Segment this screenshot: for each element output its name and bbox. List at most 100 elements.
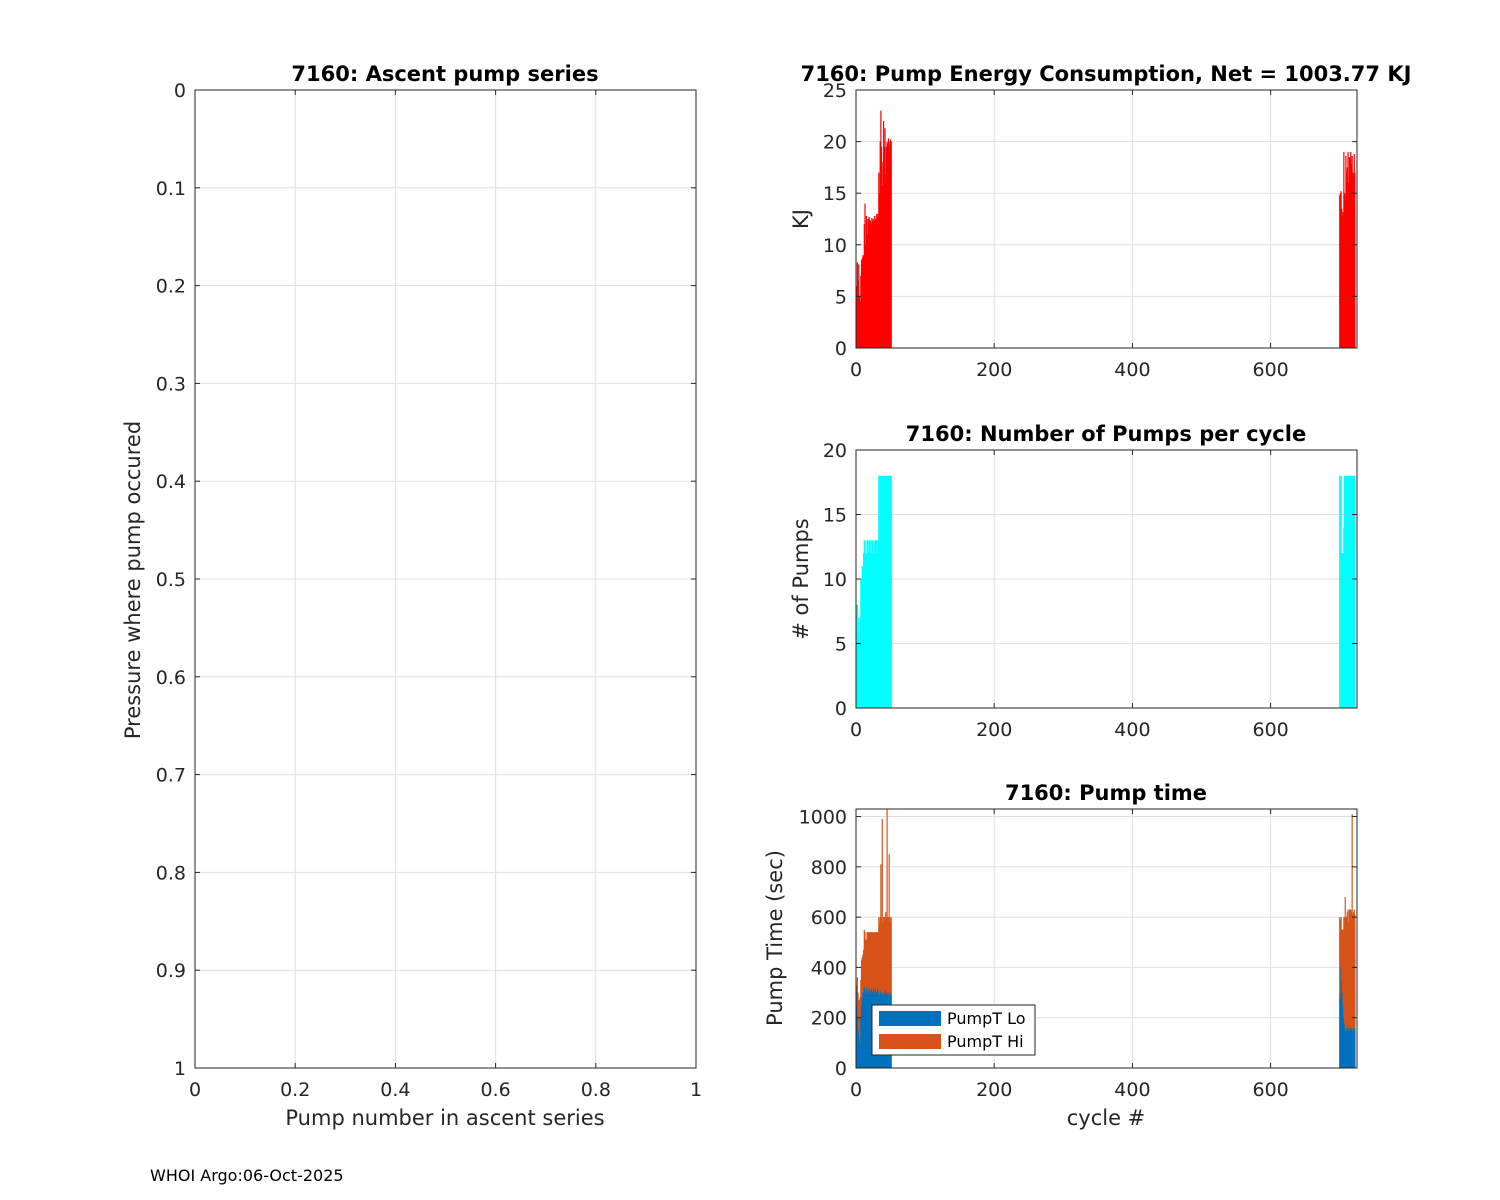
pumptime-bar-lo xyxy=(856,1005,858,1068)
pumptime-bar-hi xyxy=(1348,922,1350,1031)
ascent-y-tick-label: 0.3 xyxy=(156,373,186,395)
pumps-bar xyxy=(1352,475,1355,708)
pumps-bar xyxy=(868,540,870,708)
pumptime-bar-hi xyxy=(884,917,886,993)
pumptime-bar-lo xyxy=(1339,997,1342,1068)
pumps-bar xyxy=(865,553,867,708)
legend-label-lo: PumpT Lo xyxy=(947,1009,1026,1028)
energy-bar xyxy=(1352,172,1354,348)
pumptime-bar-hi xyxy=(887,917,890,993)
pumptime-legend: PumpT Lo PumpT Hi xyxy=(871,1004,1036,1056)
pumptime-bar-lo xyxy=(1346,1027,1348,1068)
pumptime-bar-hi xyxy=(861,957,863,998)
energy-bar xyxy=(871,221,874,348)
ascent-y-tick-label: 1 xyxy=(174,1058,186,1080)
pumptime-bar-lo xyxy=(1353,1030,1355,1068)
energy-bar xyxy=(862,255,864,348)
pumps-bar xyxy=(1348,475,1350,708)
pumptime-bar-hi xyxy=(885,912,887,991)
energy-bar xyxy=(1346,167,1348,348)
energy-bar xyxy=(863,224,865,348)
pumptime-bar-hi xyxy=(888,854,890,996)
pumptime-bar-lo xyxy=(858,1030,860,1068)
pumptime-bar-hi xyxy=(1347,909,1349,1028)
pumps-bar xyxy=(878,475,881,708)
energy-bar xyxy=(871,217,873,348)
pumps-bar xyxy=(880,475,883,708)
pumptime-bar-hi xyxy=(1348,909,1350,1026)
pumptime-y-tick-label: 800 xyxy=(811,857,847,879)
pumptime-bar-hi xyxy=(873,932,875,988)
pumptime-bar-lo xyxy=(867,990,869,1068)
energy-bar xyxy=(1341,208,1343,348)
energy-bar xyxy=(887,138,890,348)
pumps-bar xyxy=(886,475,888,708)
pumptime-bar-hi xyxy=(871,932,873,991)
pumptime-bar-lo xyxy=(1342,1005,1344,1068)
pumptime-bar-hi xyxy=(858,1000,861,1038)
pumptime-bar-hi xyxy=(863,949,865,993)
pumptime-bar-lo xyxy=(1350,1027,1352,1068)
energy-bar xyxy=(885,174,887,348)
energy-bar xyxy=(885,146,888,348)
energy-bar xyxy=(863,256,865,348)
energy-bar xyxy=(874,215,876,348)
pumps-bar xyxy=(1354,475,1356,708)
pumps-bar xyxy=(1346,475,1348,708)
pumptime-bar-lo xyxy=(870,987,872,1068)
ascent-x-tick-label: 0.6 xyxy=(480,1079,510,1101)
pumps-bar xyxy=(863,540,865,708)
pumptime-bar-hi xyxy=(1342,929,1344,1006)
pumps-bar xyxy=(1341,553,1343,708)
pumps-bar xyxy=(862,566,864,708)
pumptime-bar-hi xyxy=(862,954,864,993)
pumptime-bar-lo xyxy=(1351,1027,1353,1068)
energy-bar xyxy=(1354,172,1356,348)
pumps-bar xyxy=(881,475,883,708)
pumps-bar xyxy=(1340,475,1342,708)
pumps-bar xyxy=(860,579,863,708)
pumptime-bar-hi xyxy=(881,819,883,996)
pumptime-x-tick-label: 0 xyxy=(850,1079,862,1101)
pumps-bar xyxy=(1350,475,1353,708)
pumptime-bar-lo xyxy=(861,997,863,1068)
pumps-bar xyxy=(1351,475,1353,708)
pumptime-bar-hi xyxy=(857,992,859,1018)
pumptime-x-tick-label: 200 xyxy=(976,1079,1012,1101)
ascent-x-tick-label: 0.4 xyxy=(380,1079,410,1101)
energy-bar xyxy=(860,275,862,348)
pumptime-bar-lo xyxy=(1340,967,1342,1068)
energy-bar xyxy=(1350,151,1352,348)
pumptime-bar-lo xyxy=(865,992,867,1068)
pumptime-bar-hi xyxy=(856,977,858,993)
pumps-y-tick-label: 10 xyxy=(823,569,847,591)
pumptime-bar-lo xyxy=(862,992,864,1068)
pumptime-bar-hi xyxy=(1343,917,1345,1018)
pumptime-bar-hi xyxy=(1350,909,1352,1028)
energy-bar xyxy=(858,296,861,348)
energy-bar xyxy=(864,203,866,348)
pumptime-bar-hi xyxy=(868,932,870,988)
pumptime-bar-hi xyxy=(1351,814,1353,1028)
pumps-bar xyxy=(869,540,871,708)
energy-bar xyxy=(1343,193,1346,348)
pumptime-bar-hi xyxy=(1343,917,1346,1023)
pumps-bar xyxy=(884,475,886,708)
pumps-chart-title: 7160: Number of Pumps per cycle xyxy=(906,422,1306,446)
pumps-bar xyxy=(871,540,874,708)
pumps-bar xyxy=(889,475,892,708)
pumps-x-tick-label: 400 xyxy=(1114,719,1150,741)
pumps-y-tick-label: 15 xyxy=(823,505,847,527)
pumptime-axes-frame xyxy=(855,808,1358,1069)
energy-bar xyxy=(859,301,861,348)
pumps-bar xyxy=(874,553,876,708)
energy-bar xyxy=(878,172,880,348)
pumptime-bar-lo xyxy=(869,992,872,1068)
pumps-bar xyxy=(865,553,867,708)
pumptime-bar-hi xyxy=(1352,914,1354,1031)
pumps-bar xyxy=(864,540,866,708)
pumptime-y-tick-label: 600 xyxy=(811,907,847,929)
pumptime-bar-hi xyxy=(869,932,872,993)
energy-bar xyxy=(886,141,888,348)
